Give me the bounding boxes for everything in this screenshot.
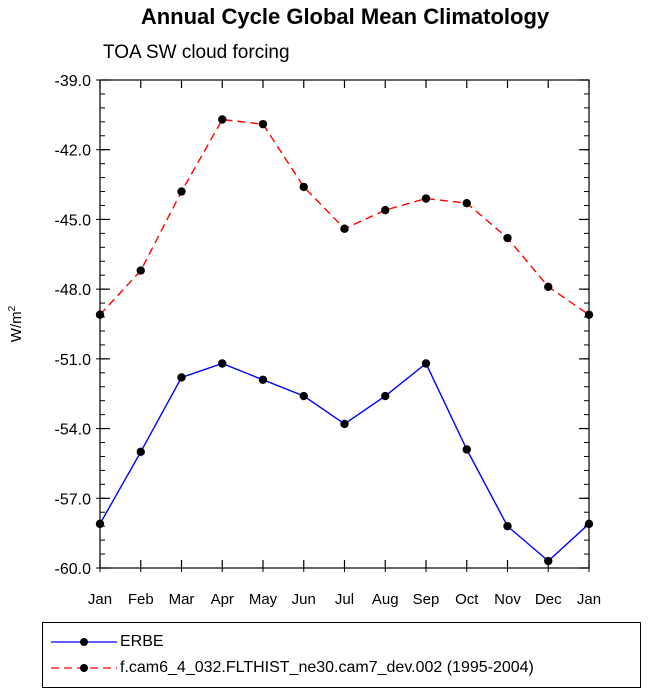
y-tick-label: -51.0 xyxy=(55,352,92,369)
series-1-point xyxy=(503,233,512,243)
series-1-point xyxy=(136,266,145,275)
series-0-point xyxy=(462,445,471,454)
legend-swatch-erbe xyxy=(51,638,117,646)
y-axis-label: W/m2 xyxy=(7,305,25,342)
chart-title: Annual Cycle Global Mean Climatology xyxy=(140,4,550,29)
x-tick-label: Jul xyxy=(335,591,354,608)
series-1-point xyxy=(218,115,227,124)
y-tick-label: -57.0 xyxy=(55,491,92,508)
legend-label-model: f.cam6_4_032.FLTHIST_ne30.cam7_dev.002 (… xyxy=(120,659,534,676)
x-tick-label: Jan xyxy=(577,591,601,608)
legend: ERBE f.cam6_4_032.FLTHIST_ne30.cam7_dev.… xyxy=(42,622,641,688)
x-tick-label: Aug xyxy=(372,591,399,608)
y-tick-label: -60.0 xyxy=(55,561,92,578)
series-1-point xyxy=(340,224,349,233)
x-tick-label: Sep xyxy=(413,591,440,608)
x-tick-label: Jan xyxy=(88,591,112,608)
y-tick-label: -42.0 xyxy=(55,143,92,160)
x-tick-label: Nov xyxy=(494,591,521,608)
legend-swatch-model xyxy=(51,664,117,672)
series-0-point xyxy=(584,519,594,529)
series-0-point xyxy=(177,373,186,382)
series-0-point xyxy=(258,375,268,384)
series-0-point xyxy=(299,391,308,401)
series-1-point xyxy=(177,187,186,196)
legend-entry-model: f.cam6_4_032.FLTHIST_ne30.cam7_dev.002 (… xyxy=(43,657,640,681)
series-line-0 xyxy=(99,362,590,562)
series-1-point xyxy=(258,119,268,129)
legend-entry-erbe: ERBE xyxy=(43,631,640,655)
x-tick-label: Feb xyxy=(128,591,154,608)
x-tick-label: May xyxy=(249,591,278,608)
series-1-point xyxy=(421,194,431,203)
plot-frame xyxy=(99,79,590,569)
series-1-point xyxy=(584,310,594,319)
series-0-point xyxy=(340,419,349,429)
y-tick-label: -54.0 xyxy=(55,422,92,439)
series-1-point xyxy=(462,198,471,208)
series-0-point xyxy=(136,447,145,457)
x-tick-label: Jun xyxy=(292,591,316,608)
x-tick-label: Oct xyxy=(455,591,479,608)
series-1-point xyxy=(299,182,308,192)
y-tick-label: -48.0 xyxy=(55,282,92,299)
chart-subtitle: TOA SW cloud forcing xyxy=(103,42,290,63)
series-0-point xyxy=(95,519,105,529)
series-1-point xyxy=(95,310,105,319)
series-1-point xyxy=(381,205,390,215)
series-0-point xyxy=(381,391,390,401)
series-1-point xyxy=(544,282,553,292)
series-line-1 xyxy=(99,118,590,316)
y-tick-label: -39.0 xyxy=(55,73,92,90)
series-0-point xyxy=(503,521,512,531)
series-0-point xyxy=(544,556,553,566)
series-0-point xyxy=(218,359,227,368)
series-0-point xyxy=(421,359,431,368)
y-tick-label: -45.0 xyxy=(55,212,92,229)
line-chart: -39.0 -42.0 -45.0 -48.0 -51.0 -54.0 -57.0 -60.0… xyxy=(7,73,601,608)
legend-label-erbe: ERBE xyxy=(120,633,164,650)
x-tick-label: Dec xyxy=(535,591,562,608)
x-tick-label: Apr xyxy=(211,591,234,608)
x-tick-label: Mar xyxy=(169,591,195,608)
